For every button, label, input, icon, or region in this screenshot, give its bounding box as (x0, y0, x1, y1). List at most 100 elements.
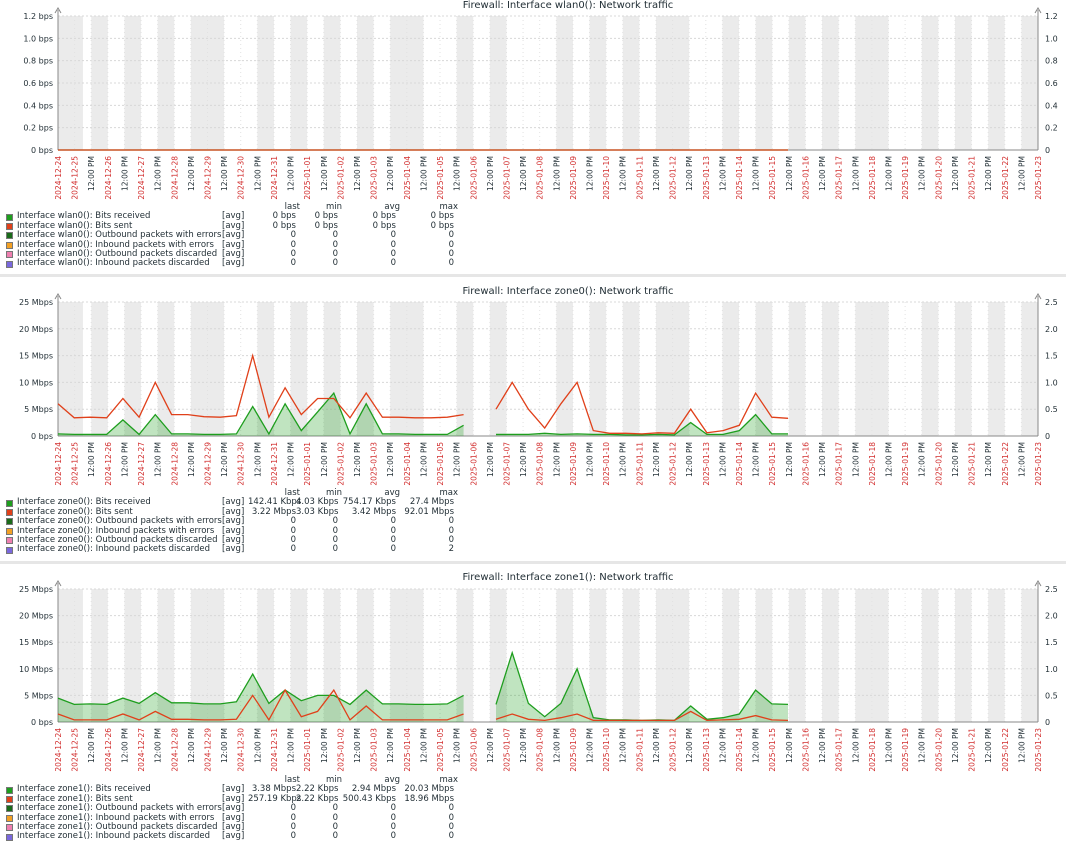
series-area (496, 652, 788, 722)
x-tick-label: 12:00 PM (154, 442, 163, 477)
shading-band (855, 302, 889, 436)
x-tick-label: 2024-12-27 (137, 442, 146, 486)
shading-band (589, 302, 607, 436)
x-tick-label: 12:00 PM (918, 728, 927, 763)
legend-item-name: Interface zone0(): Outbound packets with… (17, 516, 222, 527)
legend-item-name: Interface zone1(): Outbound packets disc… (17, 821, 218, 832)
legend-item-function: [avg] (222, 516, 245, 527)
chart-title: Firewall: Interface zone0(): Network tra… (462, 286, 673, 297)
chart-zone0: 0 bps 0 5 Mbps 0.5 10 Mbps 1.0 15 Mbps 1.5 20 Mb… (19, 286, 1058, 486)
shading-band (456, 589, 474, 722)
legend-value-min: 0 (332, 803, 338, 814)
x-tick-label: 2025-01-15 (768, 728, 777, 772)
y2-tick-label: 0.4 (1045, 101, 1058, 110)
x-tick-label: 2025-01-08 (536, 156, 545, 200)
y2-tick-label: 0.8 (1045, 57, 1058, 66)
legend-swatch (6, 260, 13, 268)
x-tick-label: 2025-01-09 (569, 442, 578, 486)
legend-value-max: 0 bps (430, 220, 454, 231)
y2-tick-label: 0 (1045, 146, 1050, 155)
x-tick-label: 12:00 PM (120, 156, 129, 191)
x-tick-label: 2025-01-10 (602, 156, 611, 200)
chart-title: Firewall: Interface zone1(): Network tra… (462, 572, 673, 583)
legend-value-last: 0 (290, 525, 296, 536)
y-tick-label: 25 Mbps (19, 585, 53, 594)
legend-col-header: min (325, 202, 342, 212)
x-tick-label: 12:00 PM (287, 728, 296, 763)
legend-value-last: 0 (290, 544, 296, 555)
shading-band (456, 16, 474, 150)
legend-value-avg: 0 (390, 525, 396, 536)
y2-axis-arrow (1034, 293, 1042, 300)
legend-item-function: [avg] (222, 525, 245, 536)
legend-value-max: 0 bps (430, 211, 454, 222)
legend-row: Interface zone0(): Inbound packets disca… (6, 544, 458, 555)
legend-value-min: 0 (332, 534, 338, 545)
legend-item-name: Interface wlan0(): Inbound packets with … (17, 239, 214, 250)
y-tick-label: 15 Mbps (19, 352, 53, 361)
y-tick-label: 10 Mbps (19, 378, 53, 387)
legend-col-header: avg (384, 202, 400, 212)
legend-item-name: Interface wlan0(): Outbound packets with… (17, 230, 222, 241)
x-tick-label: 2024-12-26 (104, 728, 113, 772)
x-tick-label: 2025-01-06 (469, 728, 478, 772)
x-tick-label: 12:00 PM (287, 442, 296, 477)
legend-col-header: avg (384, 488, 400, 498)
legend-header: last min avg max (6, 775, 458, 785)
x-tick-label: 12:00 PM (453, 156, 462, 191)
x-tick-label: 2024-12-29 (203, 728, 212, 772)
legend-item-name: Interface wlan0(): Bits sent (17, 220, 133, 231)
y-tick-label: 5 Mbps (24, 691, 53, 700)
x-tick-label: 12:00 PM (253, 728, 262, 763)
legend-value-avg: 0 (390, 544, 396, 555)
graph-panel-zone0: 0 bps 0 5 Mbps 0.5 10 Mbps 1.0 15 Mbps 1.5 20 Mb… (0, 283, 1066, 559)
legend-col-header: max (439, 488, 458, 498)
legend-value-min: 2.22 Kbps (296, 784, 339, 795)
x-tick-label: 12:00 PM (951, 442, 960, 477)
x-tick-label: 2025-01-18 (868, 728, 877, 772)
shading-band (91, 302, 108, 436)
legend-value-max: 20.03 Mbps (404, 784, 454, 795)
series-line (57, 688, 464, 722)
legend-zone1: last min avg max Interface zone1(): Bits rec… (6, 775, 458, 842)
x-tick-label: 2025-01-07 (502, 156, 511, 200)
legend-value-last: 0 (290, 230, 296, 241)
shading-band (456, 302, 474, 436)
x-tick-label: 12:00 PM (984, 442, 993, 477)
legend-item-function: [avg] (222, 821, 245, 832)
x-tick-label: 12:00 PM (519, 442, 528, 477)
legend-row: Interface zone0(): Outbound packets disc… (6, 534, 458, 545)
legend-item-function: [avg] (222, 220, 245, 231)
legend-value-avg: 0 (390, 812, 396, 823)
x-tick-label: 2025-01-05 (436, 442, 445, 486)
x-tick-label: 12:00 PM (187, 156, 196, 191)
legend-value-last: 142.41 Kbps (248, 497, 302, 508)
series-line (57, 672, 464, 706)
x-tick-label: 12:00 PM (652, 442, 661, 477)
legend-swatch (6, 241, 13, 249)
legend-swatch (6, 222, 13, 230)
x-tick-label: 2024-12-24 (54, 442, 63, 486)
x-tick-label: 12:00 PM (619, 156, 628, 191)
y2-tick-label: 0.2 (1045, 124, 1058, 133)
x-tick-label: 2025-01-17 (835, 442, 844, 486)
graph-panel-zone1: 0 bps 0 5 Mbps 0.5 10 Mbps 1.0 15 Mbps 1.5 20 Mb… (0, 570, 1066, 843)
y2-tick-label: 0 (1045, 718, 1050, 727)
y2-tick-label: 1.2 (1045, 12, 1058, 21)
legend-item-function: [avg] (222, 497, 245, 508)
legend-item-function: [avg] (222, 248, 245, 259)
shading-band (788, 302, 806, 436)
x-tick-label: 12:00 PM (419, 442, 428, 477)
x-tick-label: 12:00 PM (552, 156, 561, 191)
x-tick-label: 12:00 PM (386, 728, 395, 763)
x-tick-label: 2025-01-21 (968, 156, 977, 200)
legend-col-header: max (439, 202, 458, 212)
panel-separator (0, 561, 1066, 564)
x-tick-label: 2024-12-31 (270, 442, 279, 486)
y-tick-label: 25 Mbps (19, 298, 53, 307)
y2-tick-label: 0 (1045, 432, 1050, 441)
shading-band (157, 16, 175, 150)
y2-tick-label: 2.0 (1045, 612, 1058, 621)
x-tick-label: 2025-01-11 (635, 156, 644, 200)
shading-band (589, 589, 607, 722)
